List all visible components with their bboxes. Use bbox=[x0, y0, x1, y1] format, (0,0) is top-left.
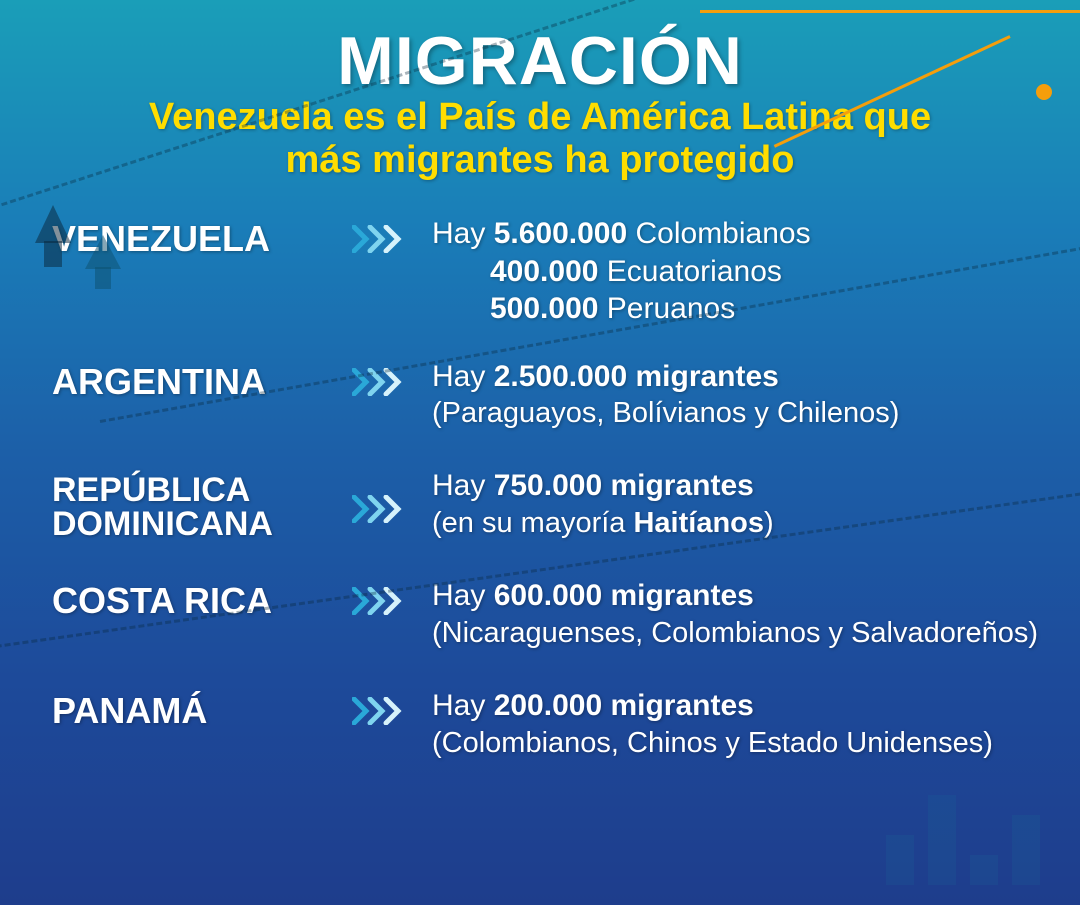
decorative-bars bbox=[886, 795, 1040, 885]
chevron-right-icon bbox=[352, 697, 408, 725]
country-name-line: DOMINICANA bbox=[52, 505, 273, 543]
country-row-venezuela: VENEZUELA Hay 5.600.000 Colombianos 400.… bbox=[52, 215, 1050, 328]
chevron-group bbox=[352, 467, 432, 523]
detail-label: Ecuatorianos bbox=[598, 255, 781, 288]
detail-line: Hay 750.000 migrantes bbox=[432, 467, 774, 505]
detail-bold: 2.500.000 migrantes bbox=[494, 360, 779, 393]
detail-bold: 750.000 migrantes bbox=[494, 469, 754, 502]
detail-prefix: Hay bbox=[432, 217, 494, 250]
subtitle: Venezuela es el País de América Latina q… bbox=[0, 96, 1080, 181]
country-name-line: REPÚBLICA bbox=[52, 471, 250, 509]
decorative-orange-line bbox=[700, 10, 1080, 13]
detail-sub: (Colombianos, Chinos y Estado Unidenses) bbox=[432, 725, 993, 761]
detail-number: 5.600.000 bbox=[494, 217, 627, 250]
detail-line: 400.000 Ecuatorianos bbox=[432, 253, 811, 291]
detail-prefix: Hay bbox=[432, 469, 494, 502]
country-name: COSTA RICA bbox=[52, 577, 352, 619]
detail-number: 500.000 bbox=[490, 292, 598, 325]
detail-line: Hay 2.500.000 migrantes bbox=[432, 358, 899, 396]
country-row-republica-dominicana: REPÚBLICA DOMINICANA Hay 750.000 migrant… bbox=[52, 467, 1050, 541]
detail-bold: 600.000 migrantes bbox=[494, 579, 754, 612]
subtitle-line: más migrantes ha protegido bbox=[286, 139, 795, 181]
main-title: MIGRACIÓN bbox=[0, 22, 1080, 100]
detail-line: 500.000 Peruanos bbox=[432, 290, 811, 328]
country-name: ARGENTINA bbox=[52, 358, 352, 400]
decorative-arrow-up-icon bbox=[35, 205, 71, 243]
chevron-right-icon bbox=[352, 225, 408, 253]
country-name: PANAMÁ bbox=[52, 687, 352, 729]
detail-prefix: Hay bbox=[432, 689, 494, 722]
detail-sub: (en su mayoría Haitíanos) bbox=[432, 505, 774, 541]
chevron-right-icon bbox=[352, 495, 408, 523]
decorative-orange-dot bbox=[1036, 84, 1052, 100]
country-detail: Hay 5.600.000 Colombianos 400.000 Ecuato… bbox=[432, 215, 811, 328]
chevron-group bbox=[352, 215, 432, 253]
country-row-panama: PANAMÁ Hay 200.000 migrantes (Colombiano… bbox=[52, 687, 1050, 761]
country-row-costa-rica: COSTA RICA Hay 600.000 migrantes (Nicara… bbox=[52, 577, 1050, 651]
detail-label: Colombianos bbox=[627, 217, 810, 250]
detail-sub-prefix: (en su mayoría bbox=[432, 507, 633, 539]
detail-bold: 200.000 migrantes bbox=[494, 689, 754, 722]
detail-line: Hay 200.000 migrantes bbox=[432, 687, 993, 725]
chevron-group bbox=[352, 577, 432, 615]
country-detail: Hay 2.500.000 migrantes (Paraguayos, Bol… bbox=[432, 358, 899, 432]
detail-sub: (Nicaraguenses, Colombianos y Salvadoreñ… bbox=[432, 615, 1038, 651]
country-detail: Hay 600.000 migrantes (Nicaraguenses, Co… bbox=[432, 577, 1038, 651]
decorative-arrow-up-icon bbox=[85, 235, 121, 269]
detail-sub-bold: Haitíanos bbox=[633, 507, 764, 539]
country-detail: Hay 750.000 migrantes (en su mayoría Hai… bbox=[432, 467, 774, 541]
detail-prefix: Hay bbox=[432, 360, 494, 393]
country-list: VENEZUELA Hay 5.600.000 Colombianos 400.… bbox=[0, 215, 1080, 761]
detail-number: 400.000 bbox=[490, 255, 598, 288]
country-name: REPÚBLICA DOMINICANA bbox=[52, 467, 352, 541]
chevron-group bbox=[352, 687, 432, 725]
detail-line: Hay 5.600.000 Colombianos bbox=[432, 215, 811, 253]
detail-sub-suffix: ) bbox=[764, 507, 774, 539]
detail-line: Hay 600.000 migrantes bbox=[432, 577, 1038, 615]
country-detail: Hay 200.000 migrantes (Colombianos, Chin… bbox=[432, 687, 993, 761]
country-row-argentina: ARGENTINA Hay 2.500.000 migrantes (Parag… bbox=[52, 358, 1050, 432]
detail-sub: (Paraguayos, Bolívianos y Chilenos) bbox=[432, 395, 899, 431]
